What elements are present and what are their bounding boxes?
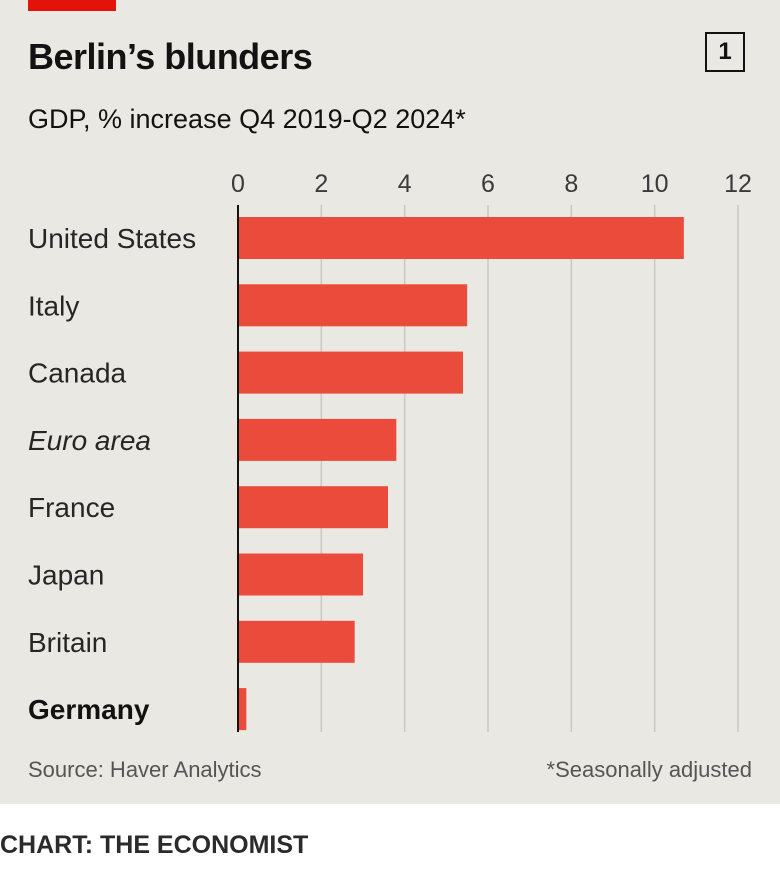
category-label: Britain (28, 627, 107, 658)
x-tick-label: 10 (641, 170, 669, 198)
chart-panel (0, 0, 780, 804)
bar (238, 217, 684, 259)
bar (238, 486, 388, 529)
source-note: Source: Haver Analytics (28, 757, 262, 782)
chart-subtitle: GDP, % increase Q4 2019-Q2 2024* (28, 104, 466, 134)
bar (238, 284, 468, 327)
bar (238, 688, 247, 731)
x-tick-label: 12 (724, 170, 752, 198)
x-tick-label: 4 (398, 170, 412, 198)
bar-chart: 0 2 4 6 8 10 12 United States Italy Canada Euro ar… (28, 170, 752, 732)
chart-title: Berlin’s blunders (28, 36, 313, 77)
footnote: *Seasonally adjusted (546, 757, 752, 782)
x-tick-label: 8 (564, 170, 578, 198)
category-label: Italy (28, 290, 79, 321)
category-label: Canada (28, 358, 127, 389)
x-tick-label: 6 (481, 170, 495, 198)
category-label: United States (28, 223, 196, 254)
category-label: Japan (28, 560, 104, 591)
bar (238, 553, 363, 596)
bar (238, 418, 397, 461)
category-label: Euro area (28, 425, 151, 456)
chart-credit: CHART: THE ECONOMIST (0, 831, 309, 859)
bar (238, 620, 355, 663)
bar (238, 351, 463, 394)
x-tick-label: 2 (314, 170, 328, 198)
x-tick-label: 0 (231, 170, 245, 198)
category-label: France (28, 492, 115, 523)
category-label: Germany (28, 694, 150, 725)
brand-tag (28, 0, 116, 11)
chart-number-badge: 1 (705, 32, 745, 72)
